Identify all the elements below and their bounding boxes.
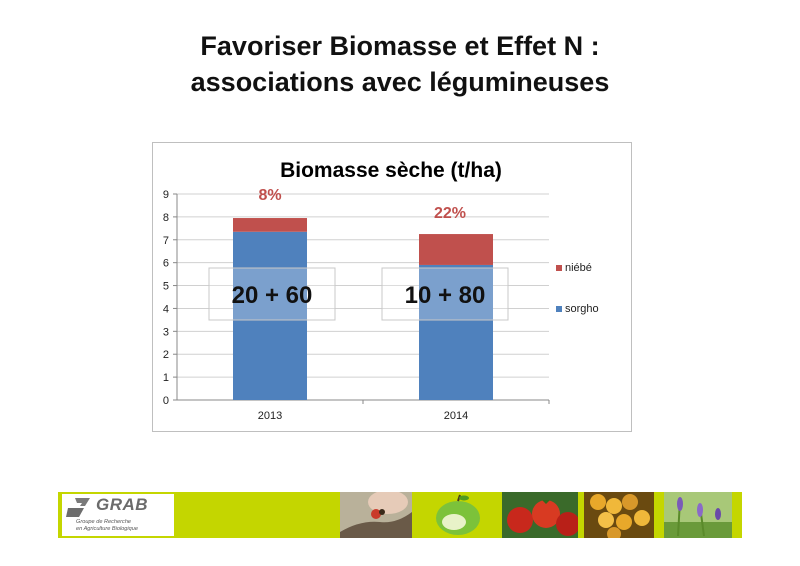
slide-title: Favoriser Biomasse et Effet N : associat… <box>0 28 800 100</box>
y-tick-label: 8 <box>163 212 169 224</box>
bar-sorgho-2013 <box>233 231 307 400</box>
photo-insect-on-flower <box>340 492 412 538</box>
x-tick-label: 2014 <box>444 410 468 422</box>
percent-label: 22% <box>434 205 466 222</box>
y-tick-label: 7 <box>163 235 169 247</box>
chart-frame: Biomasse sèche (t/ha) 0 1 2 3 4 5 6 7 8 9 2013 8% 201… <box>152 142 632 432</box>
grab-logo-mark-icon <box>66 498 90 517</box>
photo-apple <box>424 492 492 538</box>
y-tick-label: 9 <box>163 189 169 201</box>
y-tick-label: 1 <box>163 372 169 384</box>
logo-text: GRAB <box>96 495 149 514</box>
y-tick-label: 3 <box>163 326 169 338</box>
y-tick-label: 6 <box>163 258 169 270</box>
logo-subtitle-line-2: en Agriculture Biologique <box>76 525 138 532</box>
x-tick-label: 2013 <box>258 410 282 422</box>
biomass-chart: Biomasse sèche (t/ha) 0 1 2 3 4 5 6 7 8 9 2013 8% 201… <box>163 159 599 422</box>
bar-niébé-2013 <box>233 218 307 232</box>
ratio-box <box>208 267 336 321</box>
y-tick-label: 2 <box>163 349 169 361</box>
y-tick-label: 4 <box>163 303 169 315</box>
ratio-box <box>381 267 509 321</box>
logo-subtitle: Groupe de Recherche en Agriculture Biolo… <box>76 519 138 532</box>
legend-label: niébé <box>565 262 592 274</box>
legend-swatch <box>556 306 562 312</box>
photo-lavender <box>664 492 732 538</box>
bar-niébé-2014 <box>419 234 493 265</box>
slide-title-line-1: Favoriser Biomasse et Effet N : <box>200 31 600 61</box>
y-tick-label: 0 <box>163 395 169 407</box>
y-tick-label: 5 <box>163 281 169 293</box>
percent-label: 8% <box>258 187 281 204</box>
photo-grapes <box>584 492 654 538</box>
legend-label: sorgho <box>565 303 599 315</box>
slide-title-line-2: associations avec légumineuses <box>190 67 610 97</box>
ratio-label: 20 + 60 <box>232 282 313 309</box>
photo-tomatoes <box>502 492 578 538</box>
legend-swatch <box>556 265 562 271</box>
grab-logo: GRAB Groupe de Recherche en Agriculture … <box>62 494 174 536</box>
chart-title: Biomasse sèche (t/ha) <box>280 159 502 182</box>
logo-subtitle-line-1: Groupe de Recherche <box>76 519 132 525</box>
ratio-label: 10 + 80 <box>405 282 486 309</box>
bar-sorgho-2014 <box>419 264 493 400</box>
